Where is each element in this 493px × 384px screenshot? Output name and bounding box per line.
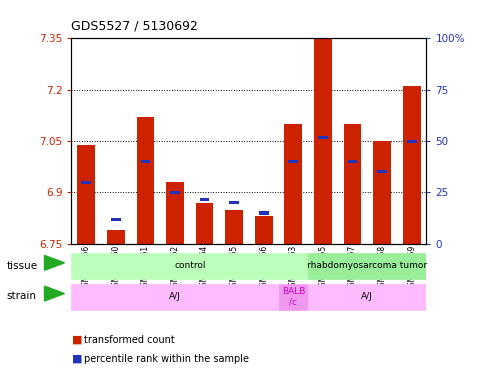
Polygon shape: [44, 286, 65, 301]
Text: BALB
/c: BALB /c: [282, 287, 305, 306]
Text: ■: ■: [71, 354, 82, 364]
Bar: [107, 230, 125, 244]
Bar: [308, 284, 426, 310]
Text: ■: ■: [71, 335, 82, 345]
Bar: [77, 144, 95, 244]
Text: A/J: A/J: [169, 292, 181, 301]
Bar: [259, 212, 269, 215]
Bar: [141, 160, 150, 163]
Bar: [81, 180, 91, 184]
Bar: [403, 86, 421, 244]
Bar: [288, 160, 298, 163]
Text: control: control: [174, 262, 206, 270]
Text: transformed count: transformed count: [84, 335, 175, 345]
Text: percentile rank within the sample: percentile rank within the sample: [84, 354, 249, 364]
Bar: [318, 136, 328, 139]
Bar: [377, 170, 387, 174]
Bar: [344, 124, 361, 244]
Bar: [200, 198, 210, 201]
Bar: [348, 160, 357, 163]
Bar: [308, 253, 426, 279]
Text: strain: strain: [6, 291, 36, 301]
Bar: [284, 124, 302, 244]
Bar: [137, 117, 154, 244]
Bar: [196, 203, 213, 244]
Text: tissue: tissue: [6, 261, 37, 271]
Bar: [170, 191, 180, 194]
Bar: [407, 139, 417, 143]
Bar: [111, 218, 121, 222]
Bar: [71, 284, 279, 310]
Polygon shape: [44, 255, 65, 270]
Bar: [229, 201, 239, 204]
Bar: [314, 38, 332, 244]
Bar: [166, 182, 184, 244]
Bar: [255, 217, 273, 244]
Bar: [279, 284, 308, 310]
Text: rhabdomyosarcoma tumor: rhabdomyosarcoma tumor: [307, 262, 427, 270]
Bar: [71, 253, 308, 279]
Bar: [373, 141, 391, 244]
Text: GDS5527 / 5130692: GDS5527 / 5130692: [71, 20, 198, 33]
Bar: [225, 210, 243, 244]
Text: A/J: A/J: [361, 292, 373, 301]
